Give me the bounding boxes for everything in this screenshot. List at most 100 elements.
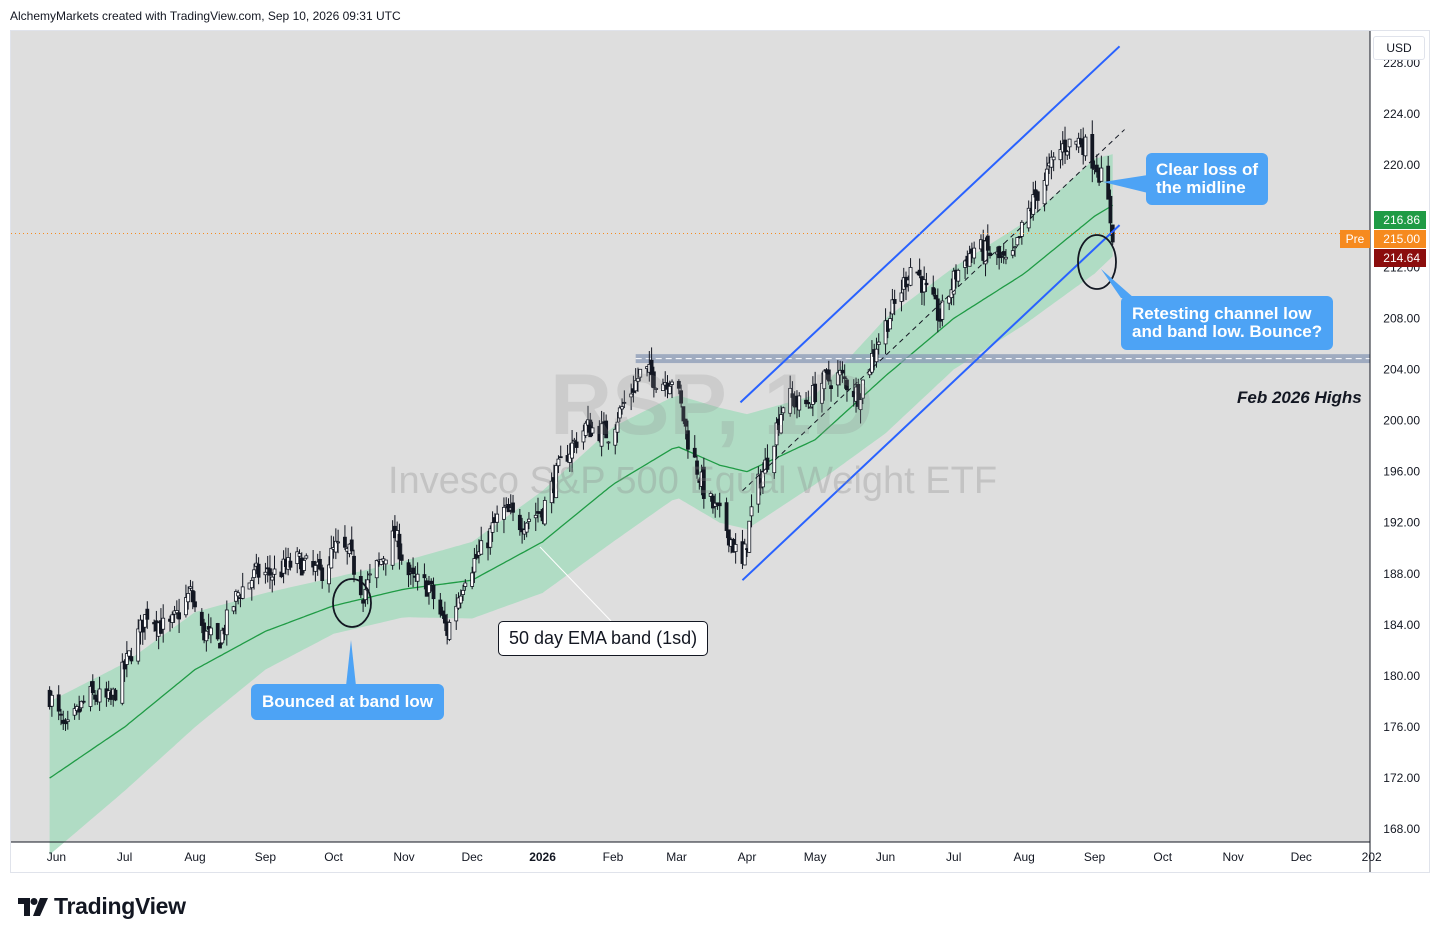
currency-selector[interactable]: USD bbox=[1373, 36, 1425, 60]
candle-body bbox=[590, 427, 595, 434]
candle-body bbox=[127, 650, 132, 657]
candle-body bbox=[390, 530, 395, 566]
midline-pointer bbox=[1103, 175, 1148, 193]
candle-body bbox=[804, 399, 808, 405]
candle-body bbox=[638, 368, 643, 378]
candle-body bbox=[240, 586, 245, 599]
candle-body bbox=[59, 713, 63, 716]
candle-body bbox=[620, 406, 624, 410]
candle-body bbox=[908, 267, 913, 286]
y-tick-label: 208.00 bbox=[1383, 311, 1420, 325]
candle-body bbox=[733, 544, 738, 552]
candle-body bbox=[458, 595, 463, 604]
price-tag-value: 214.64 bbox=[1383, 251, 1420, 265]
callout-retest: Retesting channel low and band low. Boun… bbox=[1121, 296, 1334, 350]
candles-layer bbox=[47, 120, 1115, 731]
candle-body bbox=[463, 582, 468, 587]
x-tick-label: Sep bbox=[255, 850, 277, 864]
candle-body bbox=[124, 653, 129, 665]
candle-body bbox=[454, 605, 459, 622]
candle-body bbox=[542, 500, 547, 525]
candle-body bbox=[333, 540, 338, 553]
candle-body bbox=[749, 506, 754, 517]
candle-body bbox=[667, 385, 672, 395]
candle-body bbox=[983, 240, 988, 265]
candle-body bbox=[470, 572, 475, 587]
candle-body bbox=[997, 246, 1002, 259]
candle-body bbox=[270, 576, 275, 581]
candle-body bbox=[1010, 250, 1015, 256]
candle-body bbox=[556, 458, 561, 467]
candle-body bbox=[288, 560, 293, 568]
candle-body bbox=[797, 395, 802, 411]
candle-body bbox=[1094, 164, 1099, 173]
candle-body bbox=[708, 493, 713, 497]
retest-pointer bbox=[1101, 269, 1134, 298]
candle-body bbox=[231, 606, 236, 612]
watermark-name: Invesco S&P 500 Equal Weight ETF bbox=[388, 460, 998, 502]
candle-body bbox=[781, 407, 786, 414]
candle-body bbox=[295, 551, 300, 564]
candle-body bbox=[1067, 138, 1072, 148]
candle-body bbox=[606, 441, 611, 444]
bounce-circle bbox=[332, 578, 372, 628]
candle-body bbox=[415, 573, 420, 582]
candle-body bbox=[313, 565, 318, 572]
candle-body bbox=[1035, 191, 1040, 201]
ema-band-label: 50 day EMA band (1sd) bbox=[498, 621, 709, 656]
candle-body bbox=[215, 623, 220, 640]
candle-body bbox=[790, 393, 795, 398]
candle-body bbox=[899, 292, 904, 302]
candle-body bbox=[570, 442, 574, 459]
candle-body bbox=[447, 622, 452, 640]
candle-body bbox=[858, 399, 863, 411]
y-tick-label: 188.00 bbox=[1383, 567, 1420, 581]
price-chart[interactable]: 228.00224.00220.00216.00212.00208.00204.… bbox=[0, 0, 1440, 880]
candle-body bbox=[870, 352, 874, 373]
candle-body bbox=[236, 592, 241, 597]
candle-body bbox=[617, 407, 622, 419]
x-tick-label: Jun bbox=[876, 850, 895, 864]
x-tick-label: Jul bbox=[946, 850, 961, 864]
ema-50-line bbox=[49, 204, 1114, 779]
candle-body bbox=[956, 269, 961, 282]
candle-body bbox=[890, 299, 895, 315]
candle-body bbox=[774, 422, 779, 446]
price-tag bbox=[1374, 211, 1426, 229]
candle-body bbox=[1051, 156, 1056, 161]
x-tick-label: Dec bbox=[461, 850, 482, 864]
bounce-pointer bbox=[346, 640, 356, 686]
candle-body bbox=[263, 571, 268, 576]
candle-body bbox=[368, 573, 372, 576]
x-tick-label: Sep bbox=[1084, 850, 1106, 864]
candle-body bbox=[188, 586, 193, 589]
callout-bounce: Bounced at band low bbox=[251, 684, 444, 720]
candle-body bbox=[1065, 151, 1070, 156]
candle-body bbox=[940, 300, 945, 320]
candle-body bbox=[717, 502, 722, 507]
candle-body bbox=[363, 589, 368, 601]
candle-body bbox=[256, 563, 261, 578]
tradingview-logo[interactable]: TradingView bbox=[18, 893, 186, 920]
candle-body bbox=[747, 520, 752, 553]
candle-body bbox=[1017, 236, 1022, 238]
x-tick-label: Oct bbox=[324, 850, 343, 864]
candle-body bbox=[161, 617, 166, 630]
candle-body bbox=[572, 439, 577, 442]
x-tick-label: Nov bbox=[1222, 850, 1243, 864]
candle-body bbox=[972, 247, 977, 259]
channel-midline bbox=[742, 129, 1125, 492]
candle-body bbox=[233, 591, 238, 602]
candle-body bbox=[933, 294, 938, 300]
candle-body bbox=[145, 608, 150, 620]
candle-body bbox=[756, 473, 761, 505]
candle-body bbox=[56, 694, 61, 712]
x-tick-label: Mar bbox=[666, 850, 687, 864]
candle-body bbox=[692, 447, 697, 458]
candle-body bbox=[361, 599, 365, 604]
candle-body bbox=[892, 299, 897, 304]
ema-band bbox=[49, 154, 1113, 855]
price-tag bbox=[1374, 230, 1426, 248]
candle-body bbox=[636, 377, 640, 382]
candle-body bbox=[679, 390, 684, 404]
